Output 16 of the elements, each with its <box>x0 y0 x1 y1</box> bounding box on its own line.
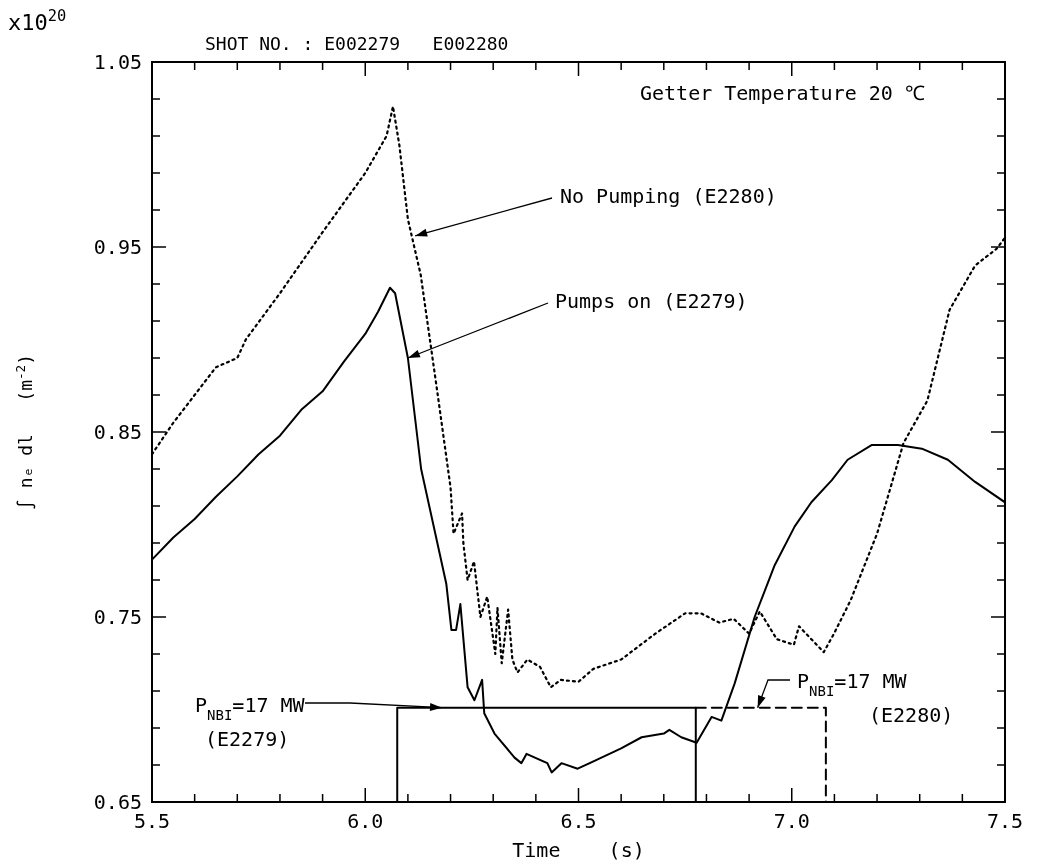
y-tick-label: 0.75 <box>93 605 142 629</box>
y-tick-label: 0.85 <box>93 420 142 444</box>
x-tick-label: 7.5 <box>986 809 1024 833</box>
text: x10$^{20}$ <box>8 7 67 35</box>
x-tick-label: 7.0 <box>773 809 810 833</box>
x-tick-label: 6.0 <box>347 809 384 833</box>
y-tick-label: 0.95 <box>93 235 142 259</box>
x-axis-title: Time (s) <box>512 838 645 862</box>
annotation: Getter Temperature 20 ℃ <box>640 81 925 105</box>
y-tick-label: 1.05 <box>93 50 142 74</box>
annotation: Pumps on (E2279) <box>555 289 748 313</box>
annotation: P$_{NBI}$=17 MW (E2280) <box>797 669 954 727</box>
chart-title: SHOT NO. : E002279 E002280 <box>205 33 509 54</box>
annotation: P$_{NBI}$=17 MW (E2279) <box>195 693 306 751</box>
annotation: No Pumping (E2280) <box>560 184 777 208</box>
x-tick-label: 6.5 <box>560 809 597 833</box>
